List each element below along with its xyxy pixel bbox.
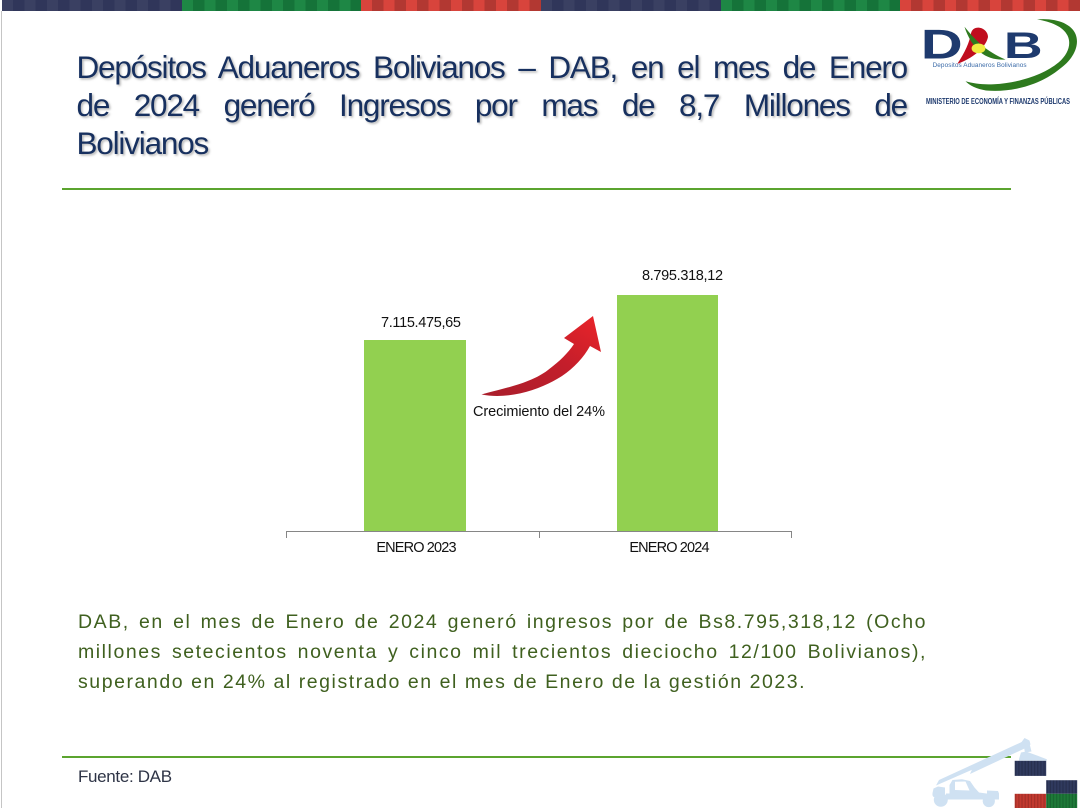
svg-text:D: D [921,21,963,68]
svg-text:MINISTERIO DE ECONOMÍA Y FINAN: MINISTERIO DE ECONOMÍA Y FINANZAS PÚBLIC… [926,97,1070,106]
svg-text:Depositos Aduaneros Bolivianos: Depositos Aduaneros Bolivianos [933,62,1027,69]
svg-text:B: B [1004,24,1043,66]
